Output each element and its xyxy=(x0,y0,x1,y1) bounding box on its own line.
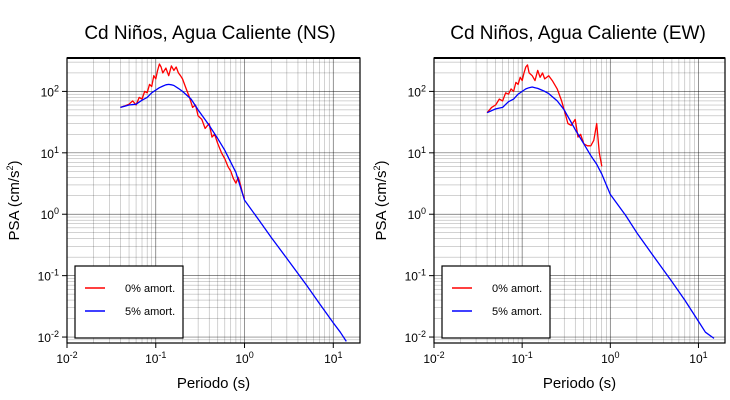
x-tick-label: 100 xyxy=(601,350,619,366)
x-tick-label: 10-2 xyxy=(423,350,444,366)
series-line-zero-damping xyxy=(120,63,246,199)
x-tick-label: 101 xyxy=(324,350,342,366)
series-line-zero-damping xyxy=(486,64,603,167)
y-axis-label: PSA (cm/s2) xyxy=(372,160,390,240)
x-tick-label: 100 xyxy=(235,350,253,366)
x-tick-label: 10-1 xyxy=(145,350,166,366)
y-tick-label: 102 xyxy=(408,83,426,99)
y-tick-label: 10-1 xyxy=(405,268,426,284)
x-tick-label: 10-2 xyxy=(56,350,77,366)
y-tick-label: 101 xyxy=(408,145,426,161)
legend-label: 0% amort. xyxy=(125,283,175,295)
legend-box xyxy=(74,265,184,339)
legend-label: 5% amort. xyxy=(125,306,175,318)
panel-title: Cd Niños, Agua Caliente (EW) xyxy=(450,23,706,44)
y-tick-label: 10-2 xyxy=(38,329,59,345)
legend-box xyxy=(441,265,551,339)
y-tick-label: 100 xyxy=(408,206,426,222)
y-tick-label: 102 xyxy=(41,83,59,99)
legend-label: 5% amort. xyxy=(492,306,542,318)
y-axis-label: PSA (cm/s2) xyxy=(5,160,23,240)
x-axis-label: Periodo (s) xyxy=(543,375,616,392)
x-tick-label: 10-1 xyxy=(511,350,532,366)
panel-title: Cd Niños, Agua Caliente (NS) xyxy=(84,23,335,44)
y-tick-label: 101 xyxy=(41,145,59,161)
x-tick-label: 101 xyxy=(689,350,707,366)
series-line-five-percent-damping xyxy=(486,86,715,339)
legend-label: 0% amort. xyxy=(492,283,542,295)
y-tick-label: 10-2 xyxy=(405,329,426,345)
chart-panel-ns: 10-2 10-1 100 101 102 101 100 10-1 10-2 Cd Niños,… xyxy=(5,23,361,392)
chart-panel-ew: 10-2 10-1 100 101 102 101 100 10-1 10-2 Cd Niños,… xyxy=(372,23,726,392)
series-line-five-percent-damping xyxy=(120,83,347,342)
y-tick-label: 100 xyxy=(41,206,59,222)
x-axis-label: Periodo (s) xyxy=(177,375,250,392)
y-tick-label: 10-1 xyxy=(38,268,59,284)
legend: 0% amort. 5% amort. xyxy=(74,265,184,339)
legend: 0% amort. 5% amort. xyxy=(441,265,551,339)
